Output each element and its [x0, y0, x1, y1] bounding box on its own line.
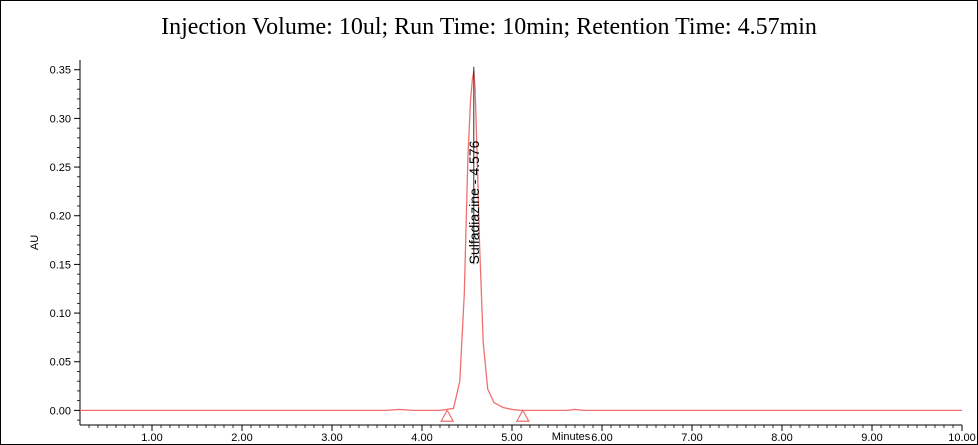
x-tick-label: 6.00 — [591, 432, 612, 444]
y-tick-label: 0.35 — [50, 65, 71, 77]
x-tick-label: 4.00 — [411, 432, 432, 444]
x-tick-label: 5.00 — [501, 432, 522, 444]
y-tick-label: 0.20 — [50, 211, 71, 223]
y-tick-label: 0.15 — [50, 259, 71, 271]
baseline-marker — [440, 408, 455, 422]
chart-title: Injection Volume: 10ul; Run Time: 10min;… — [161, 14, 817, 40]
peak-label: Sulfadiazine - 4.576 — [466, 140, 482, 264]
x-axis-label: Minutes — [552, 431, 591, 443]
x-tick-label: 3.00 — [321, 432, 342, 444]
x-tick-label: 10.00 — [948, 432, 976, 444]
x-tick-label: 9.00 — [861, 432, 882, 444]
x-tick-label: 2.00 — [231, 432, 252, 444]
y-tick-label: 0.00 — [50, 405, 71, 417]
chromatogram-line — [80, 70, 962, 412]
baseline-marker — [515, 408, 530, 422]
x-tick-label: 7.00 — [681, 432, 702, 444]
y-tick-label: 0.30 — [50, 113, 71, 125]
y-axis-label: AU — [29, 235, 41, 250]
y-tick-label: 0.10 — [50, 308, 71, 320]
x-tick-label: 1.00 — [141, 432, 162, 444]
x-tick-label: 8.00 — [771, 432, 792, 444]
y-tick-label: 0.05 — [50, 357, 71, 369]
y-tick-label: 0.25 — [50, 162, 71, 174]
